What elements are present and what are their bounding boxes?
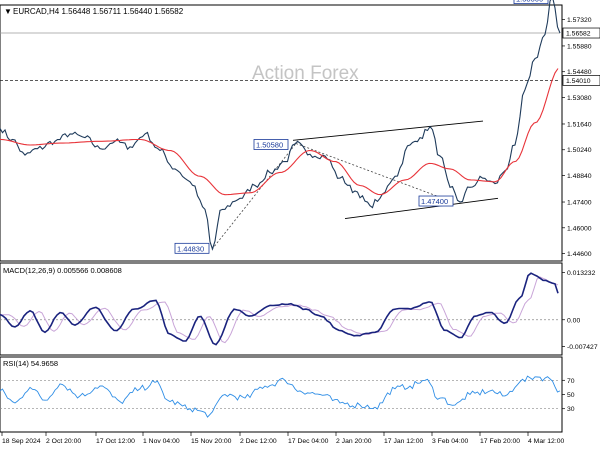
macd-layer: MACD(12,26,9) 0.005566 0.008608: [0, 266, 560, 346]
level-price-label: 1.54010: [566, 78, 591, 85]
callout-label: 1.58560: [516, 0, 543, 4]
time-tick-label: 2 Oct 20:00: [46, 438, 81, 445]
macd-tick-label: 0.00: [567, 317, 580, 324]
callout-label: 1.44830: [177, 244, 204, 253]
price-tick-label: 1.44600: [567, 251, 592, 258]
callout-box: [174, 242, 210, 254]
channel-lower-line: [344, 197, 499, 220]
price-panel-frame: [0, 4, 563, 262]
rsi-label: RSI(14) 54.9658: [3, 359, 58, 368]
rsi-line: [0, 375, 561, 418]
time-tick-label: 17 Jan 12:00: [384, 438, 424, 445]
time-tick-label: 17 Oct 12:00: [96, 438, 135, 445]
price-tick-label: 1.55880: [567, 43, 592, 50]
time-tick-label: 18 Sep 2024: [2, 438, 41, 445]
macd-tick-label: -0.007427: [567, 344, 598, 351]
callout-box: [253, 139, 289, 150]
macd-panel-frame: [0, 262, 563, 356]
time-tick-label: 3 Feb 04:00: [432, 438, 468, 445]
symbol-header: EURCAD,H4 1.56448 1.56711 1.56440 1.5658…: [13, 7, 184, 16]
time-tick-label: 2 Dec 12:00: [240, 438, 277, 445]
rsi-layer: RSI(14) 54.9658: [0, 359, 561, 418]
watermark: Action Forex: [252, 63, 359, 84]
rsi-tick-label: 70: [567, 378, 575, 385]
time-tick-label: 2 Jan 20:00: [336, 438, 372, 445]
moving-average-line: [0, 68, 559, 196]
projection-line-a: [211, 143, 297, 250]
macd-tick-label: 0.013232: [567, 270, 596, 277]
time-tick-label: 17 Feb 20:00: [480, 438, 520, 445]
callout-label: 1.47400: [421, 197, 448, 206]
time-tick-label: 1 Nov 04:00: [143, 438, 180, 445]
price-tick-label: 1.51640: [567, 121, 592, 128]
price-tick-label: 1.54480: [567, 69, 592, 76]
macd-signal-line: [0, 276, 559, 344]
price-tick-label: 1.53080: [567, 95, 592, 102]
price-tick-label: 1.47400: [567, 200, 592, 207]
current-price-box: [562, 27, 600, 39]
price-tick-label: 1.50240: [567, 147, 592, 154]
price-tick-label: 1.57320: [567, 17, 592, 24]
price-tick-label: 1.48840: [567, 173, 592, 180]
time-tick-label: 4 Mar 12:00: [528, 438, 564, 445]
price-tick-label: 1.46000: [567, 225, 592, 232]
rsi-tick-label: 50: [567, 392, 575, 399]
dropdown-triangle-icon[interactable]: ▼: [4, 7, 12, 16]
callout-box: [418, 195, 454, 207]
current-price-label: 1.56582: [566, 31, 591, 38]
channel-upper-line: [292, 120, 484, 141]
rsi-tick-label: 30: [567, 406, 575, 413]
callout-box: [513, 0, 549, 5]
time-tick-label: 17 Dec 04:00: [288, 438, 329, 445]
price-series-line: [0, 0, 561, 251]
macd-label: MACD(12,26,9) 0.005566 0.008608: [3, 266, 122, 275]
callout-label: 1.50580: [256, 140, 283, 149]
rsi-panel-frame: [0, 356, 563, 433]
time-tick-label: 15 Nov 20:00: [191, 438, 232, 445]
macd-main-line: [0, 272, 559, 346]
level-price-box: [562, 75, 600, 86]
